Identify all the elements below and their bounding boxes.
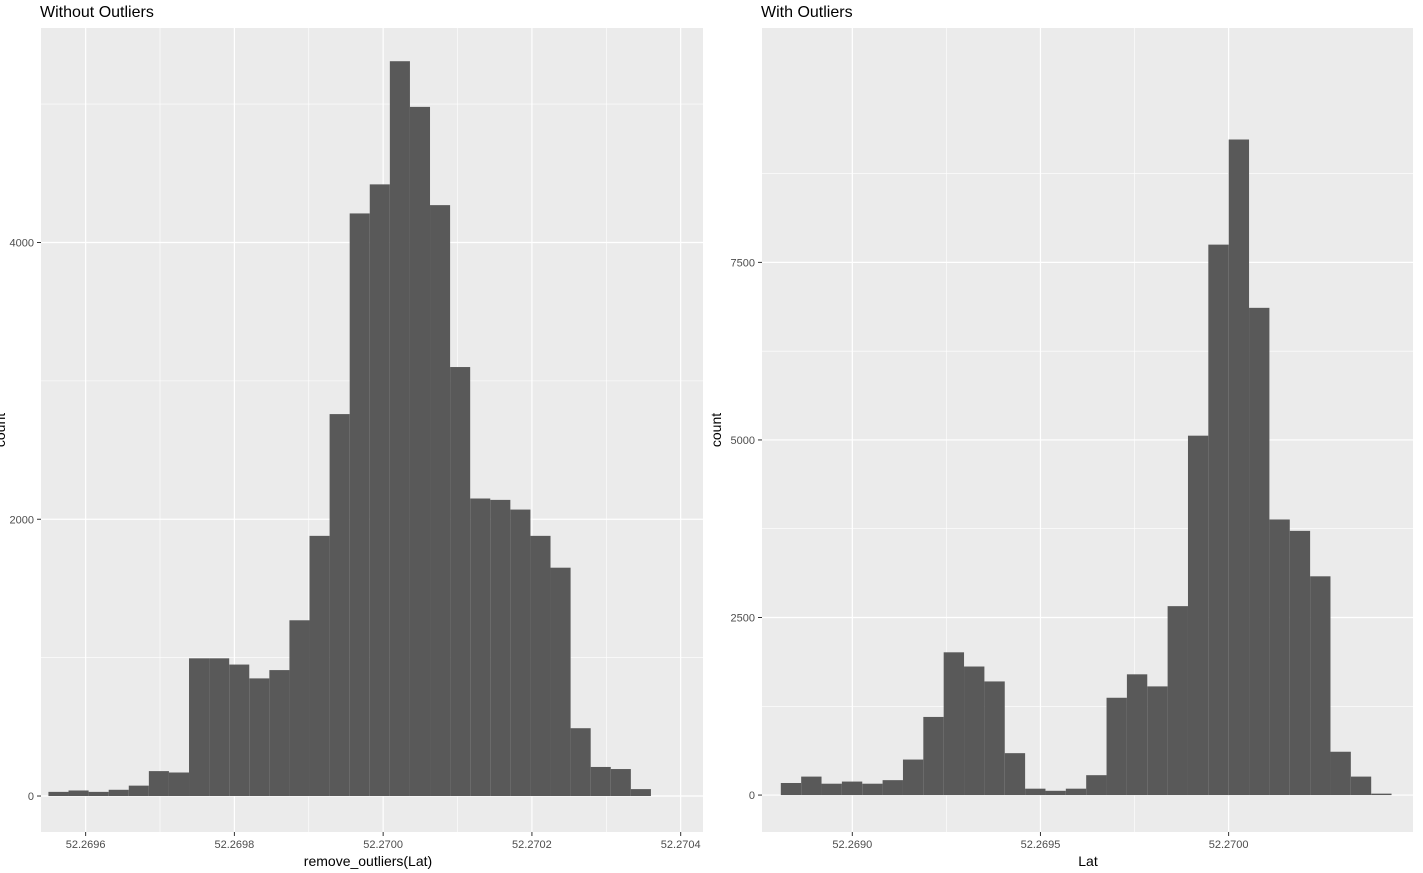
- histogram-bar: [610, 769, 631, 797]
- histogram-bar: [821, 783, 842, 796]
- histogram-bar: [862, 783, 883, 796]
- histogram-bar: [1228, 139, 1250, 796]
- histogram-bar: [1249, 307, 1270, 796]
- histogram-bar: [530, 535, 551, 797]
- x-tick-label: 52.2704: [661, 839, 701, 851]
- histogram-bar: [289, 620, 310, 797]
- histogram-bar: [923, 716, 944, 796]
- y-tick-label: 5000: [731, 435, 755, 447]
- histogram-bar: [1330, 751, 1351, 796]
- histogram-bar: [1106, 697, 1127, 796]
- histogram-bars: [48, 61, 651, 797]
- x-axis-ticks: 52.2696 52.2698 52.2700 52.2702 52.2704: [66, 832, 701, 851]
- histogram-bar: [490, 499, 511, 797]
- y-tick-label: 2500: [731, 613, 755, 625]
- histogram-bar: [510, 509, 531, 797]
- histogram-bar: [1126, 674, 1148, 796]
- x-tick-label: 52.2702: [512, 839, 552, 851]
- x-tick-label: 52.2700: [363, 839, 403, 851]
- y-tick-label: 0: [28, 791, 34, 803]
- histogram-bar: [309, 535, 330, 797]
- histogram-bar: [1086, 775, 1107, 796]
- histogram-bar: [128, 785, 149, 797]
- x-axis-label: Lat: [1078, 853, 1098, 869]
- histogram-bar: [1147, 686, 1168, 796]
- y-axis-ticks: 0 2000 4000: [10, 237, 41, 803]
- histogram-bar: [68, 790, 89, 797]
- histogram-bar: [329, 414, 350, 797]
- histogram-bar: [1004, 753, 1026, 796]
- chart-title: With Outliers: [761, 4, 853, 21]
- histogram-bar: [48, 791, 69, 797]
- histogram-bar: [168, 772, 190, 797]
- histogram-bar: [882, 780, 903, 796]
- chart-without-outliers: Without Outliers 52.2696 52.2698 52.2700 52…: [0, 4, 703, 869]
- histogram-bar: [389, 61, 410, 797]
- histogram-bar: [108, 789, 129, 797]
- histogram-bar: [964, 666, 985, 796]
- x-tick-label: 52.2695: [1021, 839, 1061, 851]
- histogram-bar: [148, 771, 169, 797]
- histogram-bar: [1065, 788, 1087, 796]
- histogram-bar: [1208, 244, 1229, 796]
- histogram-bar: [550, 567, 571, 797]
- histogram-bar: [780, 782, 802, 796]
- histogram-bar: [1371, 793, 1392, 796]
- y-tick-label: 4000: [10, 237, 34, 249]
- histogram-bar: [1045, 790, 1066, 796]
- histogram-bar: [349, 213, 370, 797]
- histogram-bar: [369, 184, 390, 797]
- x-tick-label: 52.2690: [832, 839, 872, 851]
- histogram-bar: [470, 498, 491, 797]
- histogram-bar: [984, 681, 1005, 796]
- histogram-bar: [943, 652, 965, 796]
- histogram-bar: [229, 664, 250, 797]
- histogram-bar: [269, 670, 290, 797]
- x-tick-label: 52.2696: [66, 839, 106, 851]
- histogram-bar: [1187, 435, 1209, 796]
- histogram-bar: [88, 791, 109, 797]
- histogram-bar: [450, 367, 471, 797]
- histogram-bar: [189, 658, 210, 797]
- histogram-bar: [1025, 788, 1046, 796]
- histogram-bar: [209, 658, 230, 797]
- histogram-bars: [780, 139, 1392, 796]
- y-tick-label: 2000: [10, 514, 34, 526]
- histogram-bar: [430, 205, 451, 797]
- histogram-bar: [1289, 530, 1311, 796]
- x-axis-ticks: 52.2690 52.2695 52.2700: [832, 832, 1248, 851]
- histogram-bar: [801, 776, 822, 796]
- y-tick-label: 0: [749, 790, 755, 802]
- x-tick-label: 52.2698: [215, 839, 255, 851]
- y-axis-label: count: [708, 413, 724, 447]
- x-tick-label: 52.2700: [1209, 839, 1249, 851]
- chart-title: Without Outliers: [40, 4, 154, 21]
- histogram-bar: [1350, 776, 1372, 796]
- histogram-bar: [249, 678, 270, 797]
- y-axis-ticks: 0 2500 5000 7500: [731, 257, 762, 802]
- histogram-bar: [570, 728, 591, 797]
- histogram-bar: [590, 766, 611, 797]
- chart-with-outliers: With Outliers 52.2690 52.2695 52.2700 0 250…: [708, 4, 1413, 869]
- histogram-bar: [630, 789, 651, 797]
- y-axis-label: count: [0, 413, 8, 447]
- histogram-bar: [841, 781, 863, 796]
- x-axis-label: remove_outliers(Lat): [304, 853, 432, 869]
- histogram-bar: [1167, 606, 1188, 796]
- histogram-bar: [902, 759, 924, 796]
- y-tick-label: 7500: [731, 257, 755, 269]
- histogram-bar: [409, 106, 431, 797]
- gridlines: [762, 28, 1413, 832]
- histogram-bar: [1269, 519, 1290, 796]
- histogram-bar: [1310, 576, 1331, 796]
